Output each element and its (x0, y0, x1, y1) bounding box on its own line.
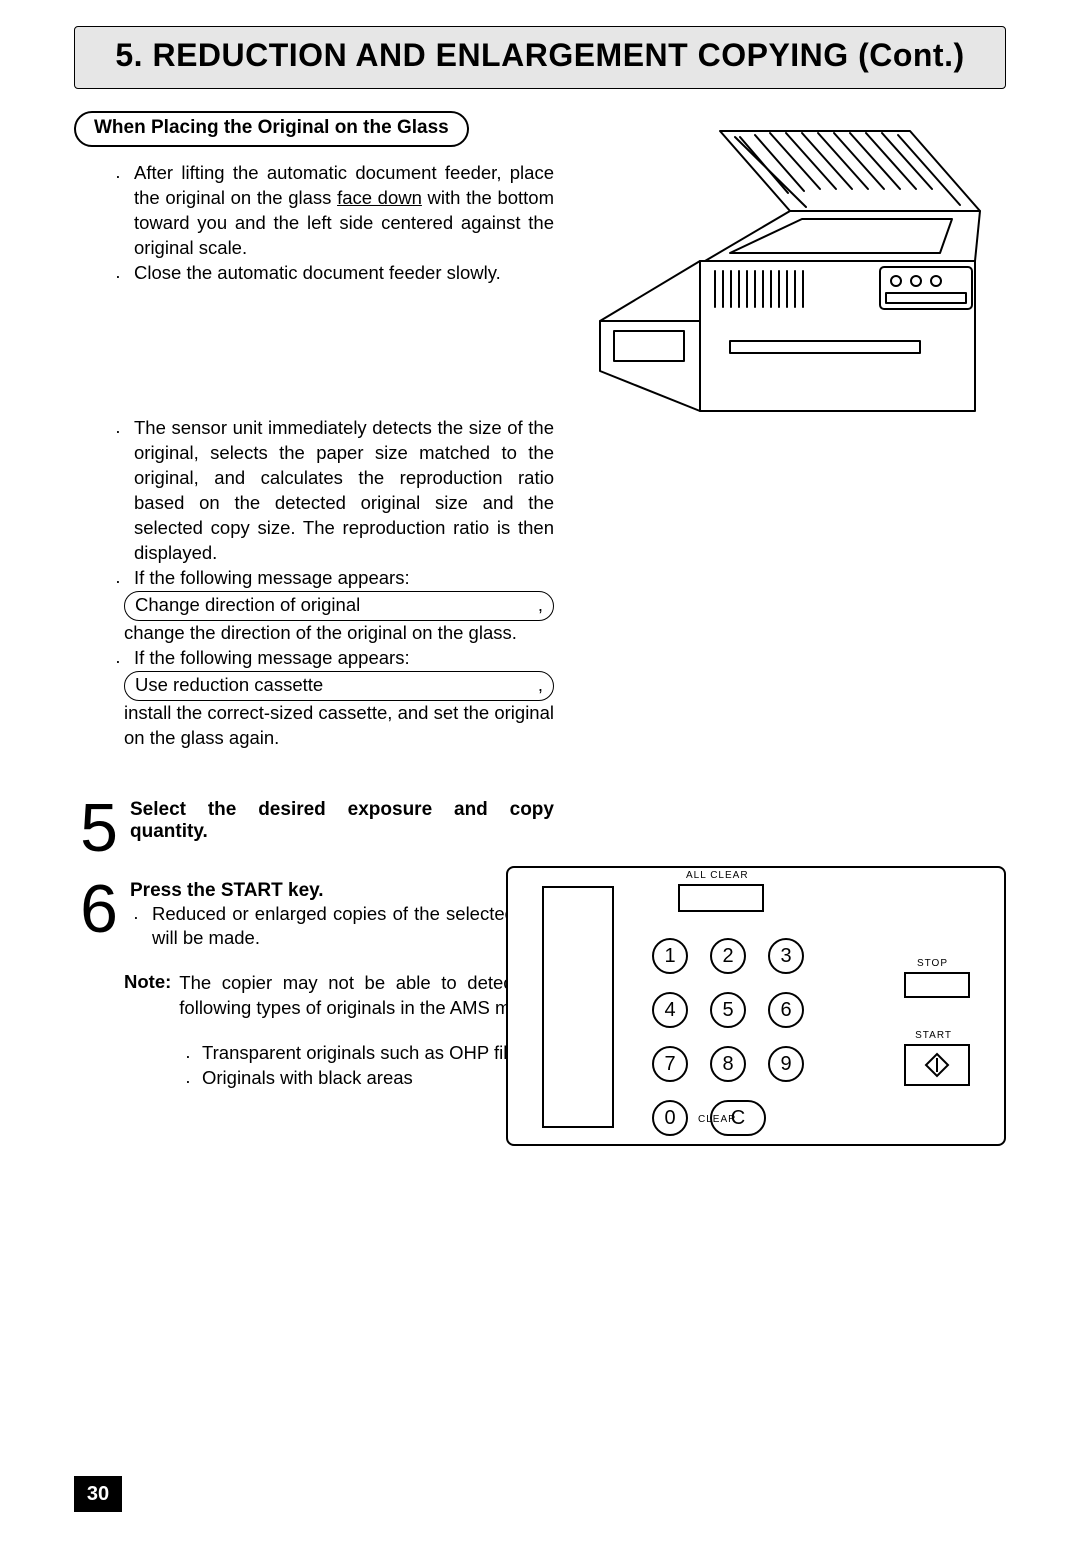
note-block: Note: The copier may not be able to dete… (124, 971, 554, 1021)
stop-button[interactable] (904, 972, 970, 998)
copier-illustration (580, 111, 1000, 427)
message-box: Use reduction cassette , (124, 671, 554, 701)
page-number: 30 (74, 1476, 122, 1512)
bullet-dot: . (112, 566, 124, 591)
note-label: Note: (124, 971, 171, 1021)
title-bar: 5. REDUCTION AND ENLARGEMENT COPYING (Co… (74, 26, 1006, 89)
bullet-dot: . (182, 1041, 194, 1066)
list-item: . The sensor unit immediately detects th… (112, 416, 554, 566)
key-1[interactable]: 1 (652, 938, 688, 974)
message-followup: change the direction of the original on … (124, 621, 554, 646)
key-6[interactable]: 6 (768, 992, 804, 1028)
bullet-dot: . (112, 646, 124, 671)
step-number: 5 (74, 803, 120, 854)
bullet-text: Close the automatic document feeder slow… (134, 261, 554, 286)
keypad-grid: 1 2 3 4 5 6 7 8 9 0 C (652, 938, 826, 1154)
list-item: . If the following message appears: (112, 566, 554, 591)
keypad-display (542, 886, 614, 1128)
bullet-dot: . (130, 902, 142, 952)
bullet-dot: . (112, 416, 124, 566)
step-number: 6 (74, 884, 120, 952)
copier-svg (580, 111, 1000, 427)
clear-label: CLEAR (698, 1114, 736, 1125)
sub-bullet: Originals with black areas (202, 1066, 413, 1091)
note-sublist: . Transparent originals such as OHP film… (182, 1041, 554, 1091)
text-underlined: face down (337, 187, 422, 208)
step-6: 6 Press the START key. . Reduced or enla… (74, 880, 554, 952)
start-label: START (915, 1030, 952, 1041)
message-comma: , (538, 594, 543, 616)
bullet-text: After lifting the automatic document fee… (134, 161, 554, 261)
bullet-text: The sensor unit immediately detects the … (134, 416, 554, 566)
bullet-text: If the following message appears: (134, 646, 554, 671)
left-column: When Placing the Original on the Glass .… (74, 111, 554, 1091)
message-comma: , (538, 674, 543, 696)
keypad-panel: ALL CLEAR 1 2 3 4 5 6 7 8 9 0 C CLEA (506, 866, 1006, 1146)
bullet-dot: . (112, 161, 124, 261)
sub-bullet: Transparent originals such as OHP film (202, 1041, 523, 1066)
key-7[interactable]: 7 (652, 1046, 688, 1082)
key-4[interactable]: 4 (652, 992, 688, 1028)
page-title: 5. REDUCTION AND ENLARGEMENT COPYING (Co… (115, 37, 964, 73)
all-clear-button[interactable] (678, 884, 764, 912)
bullet-dot: . (112, 261, 124, 286)
step-5: 5 Select the desired exposure and copy q… (74, 799, 554, 854)
message-text: Use reduction cassette (135, 674, 323, 696)
start-button[interactable] (904, 1044, 970, 1086)
step-title: Select the desired exposure and copy qua… (130, 799, 554, 843)
key-0[interactable]: 0 (652, 1100, 688, 1136)
key-9[interactable]: 9 (768, 1046, 804, 1082)
list-item: . After lifting the automatic document f… (112, 161, 554, 261)
key-3[interactable]: 3 (768, 938, 804, 974)
bullet-text: Reduced or enlarged copies of the select… (152, 902, 554, 952)
bullet-text: If the following message appears: (134, 566, 554, 591)
key-8[interactable]: 8 (710, 1046, 746, 1082)
message-text: Change direction of original (135, 594, 360, 616)
message-followup: install the correct-sized cassette, and … (124, 701, 554, 751)
all-clear-label: ALL CLEAR (686, 870, 749, 881)
stop-label: STOP (917, 958, 948, 969)
note-text: The copier may not be able to detect the… (179, 971, 554, 1021)
key-5[interactable]: 5 (710, 992, 746, 1028)
section-pill: When Placing the Original on the Glass (74, 111, 469, 147)
list-item: . Close the automatic document feeder sl… (112, 261, 554, 286)
page: 5. REDUCTION AND ENLARGEMENT COPYING (Co… (0, 26, 1080, 1552)
key-2[interactable]: 2 (710, 938, 746, 974)
step-title: Press the START key. (130, 880, 554, 902)
bullet-dot: . (182, 1066, 194, 1091)
list-item: . If the following message appears: (112, 646, 554, 671)
start-icon (924, 1052, 950, 1078)
message-box: Change direction of original , (124, 591, 554, 621)
